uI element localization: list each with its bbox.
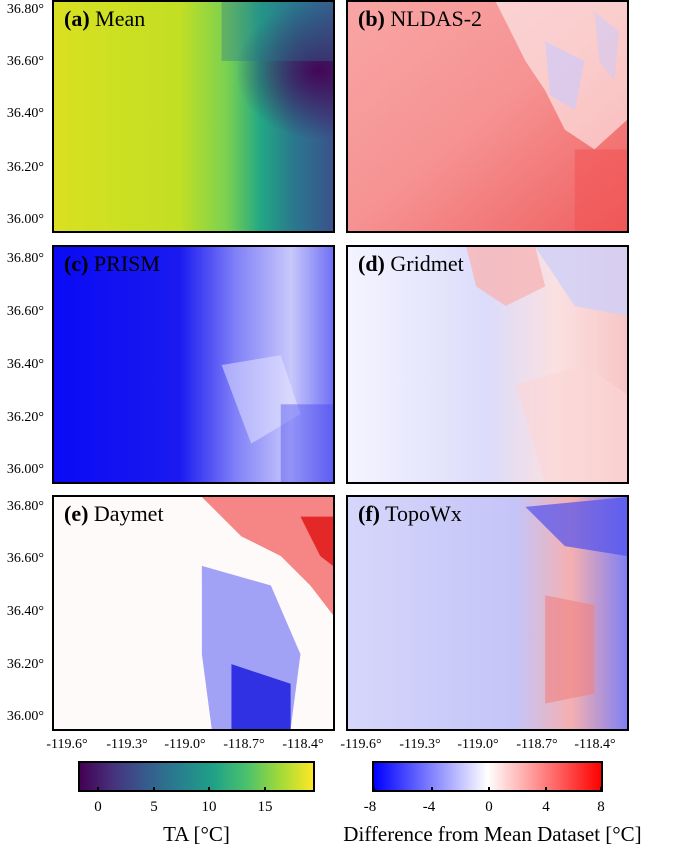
colorbar-diff-tick (545, 787, 547, 791)
colorbar-ta-tick (264, 787, 266, 791)
colorbar-diff-tick-label: -8 (363, 799, 377, 815)
colorbar-ta (78, 761, 315, 792)
colorbar-diff-tick-label: 8 (597, 799, 605, 815)
y-tick-label: 36.00° (6, 212, 44, 227)
colorbar-ta-tick-label: 15 (257, 799, 273, 815)
panel-prism: (c) PRISM (52, 245, 335, 484)
panel-label-b: (b) NLDAS-2 (358, 6, 483, 31)
colorbar-diff-tick (488, 787, 490, 791)
colorbar-ta-tick (97, 787, 99, 791)
colorbar-diff (372, 761, 603, 792)
colorbar-diff-tick-label: -4 (422, 799, 436, 815)
y-tick-label: 36.20° (6, 410, 44, 425)
panel-label-f: (f) TopoWx (358, 501, 462, 526)
y-tick-label: 36.80° (6, 251, 44, 266)
panel-label-a: (a) Mean (64, 6, 146, 31)
colorbar-ta-title: TA [°C] (163, 822, 230, 846)
y-tick-label: 36.00° (6, 709, 44, 724)
panel-gridmet: (d) Gridmet (346, 245, 629, 484)
nldas2-map (348, 2, 627, 231)
colorbar-diff-tick (431, 787, 433, 791)
colorbar-ta-tick-label: 0 (94, 799, 102, 815)
y-tick-label: 36.60° (6, 304, 44, 319)
colorbar-ta-tick (153, 787, 155, 791)
prism-map (54, 247, 333, 482)
x-tick-label: -119.3° (399, 737, 441, 752)
x-tick-label: -119.6° (340, 737, 382, 752)
colorbar-ta-tick-label: 5 (150, 799, 158, 815)
y-tick-label: 36.40° (6, 357, 44, 372)
y-tick-label: 36.60° (6, 551, 44, 566)
y-tick-label: 36.20° (6, 160, 44, 175)
colorbar-diff-title: Difference from Mean Dataset [°C] (343, 822, 642, 846)
colorbar-diff-tick (600, 787, 602, 791)
y-tick-label: 36.40° (6, 106, 44, 121)
colorbar-diff-tick-label: 0 (485, 799, 493, 815)
y-tick-label: 36.20° (6, 657, 44, 672)
panel-daymet: (e) Daymet (52, 495, 335, 731)
x-tick-label: -118.7° (516, 737, 558, 752)
x-tick-label: -119.0° (457, 737, 499, 752)
x-tick-label: -119.3° (106, 737, 148, 752)
y-tick-label: 36.60° (6, 54, 44, 69)
gridmet-map (348, 247, 627, 482)
colorbar-ta-tick-label: 10 (201, 799, 217, 815)
x-tick-label: -119.6° (46, 737, 88, 752)
panel-label-d: (d) Gridmet (358, 251, 464, 276)
x-tick-label: -118.7° (223, 737, 265, 752)
x-tick-label: -118.4° (574, 737, 616, 752)
panel-topowx: (f) TopoWx (346, 495, 629, 731)
colorbar-diff-tick-label: 4 (542, 799, 550, 815)
colorbar-ta-tick (208, 787, 210, 791)
x-tick-label: -119.0° (164, 737, 206, 752)
mean-map (54, 2, 333, 231)
y-tick-label: 36.80° (6, 2, 44, 17)
colorbar-diff-tick (373, 787, 375, 791)
panel-mean: (a) Mean (52, 0, 335, 233)
panel-label-c: (c) PRISM (64, 251, 160, 276)
y-tick-label: 36.00° (6, 462, 44, 477)
daymet-map (54, 497, 333, 729)
topowx-map (348, 497, 627, 729)
panel-label-e: (e) Daymet (64, 501, 164, 526)
panel-nldas2: (b) NLDAS-2 (346, 0, 629, 233)
y-tick-label: 36.80° (6, 499, 44, 514)
y-tick-label: 36.40° (6, 604, 44, 619)
x-tick-label: -118.4° (282, 737, 324, 752)
